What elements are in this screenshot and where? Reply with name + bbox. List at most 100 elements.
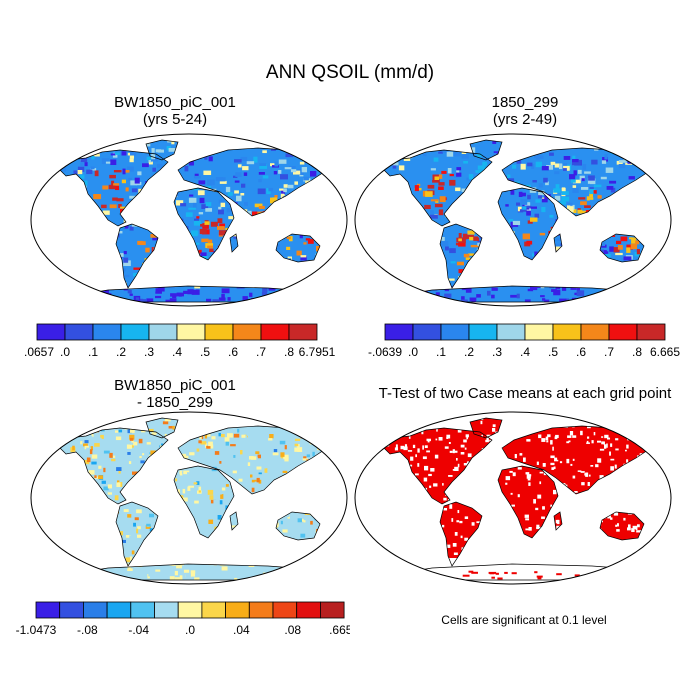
coastline-greenland bbox=[145, 417, 179, 439]
colorbar-label: .8 bbox=[284, 345, 294, 359]
colorbar-label: .0 bbox=[408, 345, 418, 359]
panel-title-ttest-line1: T-Test of two Case means at each grid po… bbox=[378, 385, 672, 402]
colorbar-label: .1 bbox=[88, 345, 98, 359]
colorbar-swatch bbox=[106, 601, 132, 619]
colorbar-swatch bbox=[412, 323, 442, 341]
colorbar-label: .2 bbox=[464, 345, 474, 359]
colorbar-swatch bbox=[92, 323, 122, 341]
colorbar-swatch bbox=[524, 323, 554, 341]
colorbar-swatch bbox=[176, 323, 206, 341]
colorbar-swatch bbox=[288, 323, 318, 341]
coastline-north-america bbox=[381, 149, 493, 227]
colorbar-swatch bbox=[154, 601, 179, 619]
colorbar-swatch bbox=[319, 601, 345, 619]
colorbar-swatch bbox=[248, 601, 274, 619]
colorbar-label: .6 bbox=[576, 345, 586, 359]
map-control bbox=[354, 133, 672, 307]
colorbar-swatch bbox=[636, 323, 666, 341]
colorbar-label: .3 bbox=[144, 345, 154, 359]
coastline-australia bbox=[599, 233, 645, 263]
map-outline bbox=[30, 133, 348, 307]
colorbar-control: -.0639 .0 .1 .2 .3 .4 .5 .6 .7 .8 6.665 bbox=[368, 323, 680, 359]
map-outline bbox=[354, 411, 672, 585]
colorbar-label: .5 bbox=[548, 345, 558, 359]
coastline-africa bbox=[497, 465, 559, 539]
coastline-south-america bbox=[115, 223, 159, 289]
coastline-south-america bbox=[439, 501, 483, 567]
coastline-madagascar bbox=[553, 233, 563, 253]
colorbar-label: -1.0473 bbox=[16, 623, 57, 637]
colorbar-label: .0 bbox=[185, 623, 195, 637]
colorbar-label: .1 bbox=[436, 345, 446, 359]
colorbar-swatch bbox=[64, 323, 94, 341]
colorbar-swatch bbox=[384, 323, 414, 341]
colorbar-label: -.04 bbox=[128, 623, 149, 637]
colorbar-label: .6 bbox=[228, 345, 238, 359]
colorbar-swatch bbox=[130, 601, 155, 619]
map-diff bbox=[30, 411, 348, 585]
coastline-australia bbox=[275, 233, 321, 263]
colorbar-label: -.08 bbox=[77, 623, 98, 637]
colorbar-swatch bbox=[260, 323, 290, 341]
figure-title: ANN QSOIL (mm/d) bbox=[265, 62, 435, 83]
coastline-eurasia bbox=[177, 425, 333, 495]
coastline-africa bbox=[497, 187, 559, 261]
colorbar-label: .7 bbox=[604, 345, 614, 359]
colorbar-label: .5 bbox=[200, 345, 210, 359]
coastline-australia bbox=[599, 511, 645, 541]
colorbar-label: -.0657 bbox=[25, 345, 54, 359]
colorbar-swatch bbox=[59, 601, 84, 619]
coastline-eurasia bbox=[501, 425, 657, 495]
colorbar-swatch bbox=[148, 323, 178, 341]
coastline-australia bbox=[275, 511, 321, 541]
panel-title-case: BW1850_piC_001 (yrs 5-24) bbox=[25, 94, 325, 128]
panel-title-control-line2: (yrs 2-49) bbox=[492, 111, 558, 128]
significance-note: Cells are significant at 0.1 level bbox=[441, 613, 607, 627]
coastline-greenland bbox=[469, 417, 503, 439]
coastline-africa bbox=[173, 187, 235, 261]
colorbar-label: .7 bbox=[256, 345, 266, 359]
colorbar-label: .8 bbox=[632, 345, 642, 359]
map-ttest bbox=[354, 411, 672, 585]
colorbar-label: -.0639 bbox=[368, 345, 402, 359]
colorbar-diff: -1.0473 -.08 -.04 .0 .04 .08 .6657 bbox=[16, 601, 350, 637]
coastline-south-america bbox=[439, 223, 483, 289]
coastline-africa bbox=[173, 465, 235, 539]
panel-title-control-line1: 1850_299 bbox=[491, 94, 559, 111]
coastline-north-america bbox=[57, 149, 169, 227]
coastline-greenland bbox=[469, 139, 503, 161]
map-outline bbox=[30, 411, 348, 585]
panel-title-case-line1: BW1850_piC_001 bbox=[114, 94, 236, 111]
colorbar-label: 6.7951 bbox=[299, 345, 336, 359]
colorbar-swatch bbox=[36, 323, 66, 341]
colorbar-label: .4 bbox=[172, 345, 182, 359]
panel-title-diff: BW1850_piC_001 - 1850_299 bbox=[25, 377, 325, 411]
map-case bbox=[30, 133, 348, 307]
panel-title-control: 1850_299 (yrs 2-49) bbox=[375, 94, 675, 128]
colorbar-swatch bbox=[35, 601, 61, 619]
panel-title-case-line2: (yrs 5-24) bbox=[142, 111, 208, 128]
colorbar-label: .0 bbox=[60, 345, 70, 359]
coastline-madagascar bbox=[229, 233, 239, 253]
coastline-greenland bbox=[145, 139, 179, 161]
colorbar-label: 6.665 bbox=[650, 345, 680, 359]
colorbar-swatch bbox=[225, 601, 250, 619]
colorbar-label: .04 bbox=[233, 623, 250, 637]
coastline-north-america bbox=[57, 427, 169, 505]
colorbar-label: .4 bbox=[520, 345, 530, 359]
colorbar-swatch bbox=[201, 601, 226, 619]
colorbar-swatch bbox=[608, 323, 638, 341]
colorbar-swatch bbox=[552, 323, 582, 341]
colorbar-swatch bbox=[232, 323, 262, 341]
colorbar-swatch bbox=[120, 323, 150, 341]
panel-title-ttest: T-Test of two Case means at each grid po… bbox=[345, 385, 700, 402]
colorbar-swatch bbox=[496, 323, 526, 341]
colorbar-swatch bbox=[440, 323, 470, 341]
panel-title-diff-line2: - 1850_299 bbox=[137, 394, 213, 411]
colorbar-swatch bbox=[83, 601, 108, 619]
colorbar-swatch bbox=[296, 601, 321, 619]
coastline-madagascar bbox=[229, 511, 239, 531]
colorbar-swatch bbox=[272, 601, 298, 619]
colorbar-swatch bbox=[468, 323, 498, 341]
colorbar-swatch bbox=[204, 323, 234, 341]
